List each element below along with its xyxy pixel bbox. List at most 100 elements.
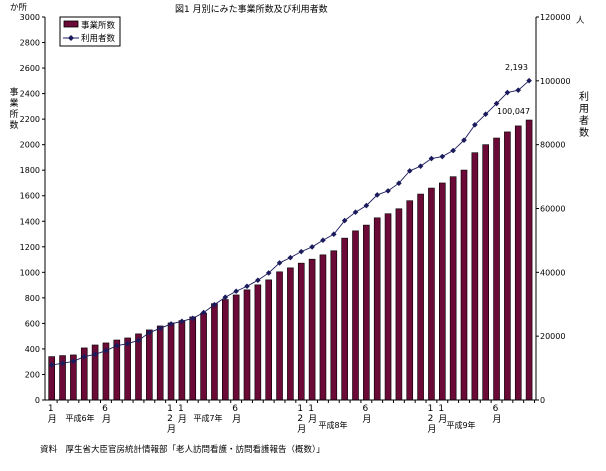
line-point (385, 188, 391, 194)
line-point (504, 89, 511, 96)
left-axis-title-char: 所 (9, 109, 18, 120)
chart-title: 図1 月別にみた事業所数及び利用者数 (175, 3, 328, 15)
bar (146, 329, 153, 401)
bar (482, 144, 490, 401)
line-point (331, 231, 337, 238)
line-point (200, 309, 207, 316)
right-tick-label: 40000 (540, 268, 565, 277)
bar (504, 131, 511, 401)
x-month-label: 12月 (165, 404, 176, 433)
bar (222, 299, 229, 401)
annotation-bar-last: 2,193 (505, 63, 528, 72)
x-year-label: 平成6年 (65, 413, 94, 423)
line-point (244, 283, 250, 290)
line-point (157, 325, 163, 332)
bar (178, 320, 186, 401)
bar (297, 262, 305, 401)
left-tick-label: 3000 (20, 13, 40, 22)
bar (493, 137, 500, 401)
bar (308, 258, 316, 401)
bar (417, 193, 424, 401)
line-point (168, 321, 174, 327)
left-tick-label: 600 (25, 319, 40, 328)
bar (113, 339, 121, 401)
right-axis-title-char: 用 (579, 104, 589, 115)
bar (514, 125, 522, 401)
line-point (114, 342, 120, 349)
line-point (179, 318, 185, 325)
line-point (92, 351, 98, 358)
bar (471, 152, 479, 401)
line-point (48, 362, 55, 368)
line-point (396, 180, 402, 186)
legend-line-label: 利用者数 (81, 33, 116, 44)
bar (319, 254, 327, 401)
left-tick-label: 1400 (20, 217, 40, 226)
bar (254, 284, 262, 401)
right-tick-label: 60000 (540, 205, 565, 214)
right-tick-label: 120000 (540, 13, 571, 22)
left-tick-label: 2000 (20, 141, 40, 150)
right-tick-label: 0 (540, 396, 545, 405)
line-point (472, 122, 478, 128)
left-tick-label: 1600 (20, 192, 40, 201)
right-axis-title-char: 利 (579, 91, 589, 103)
line-point (515, 87, 522, 93)
line-point (493, 100, 500, 107)
line-point (103, 347, 109, 354)
left-tick-label: 2400 (20, 90, 40, 99)
bar (200, 312, 207, 401)
left-unit-label: か所 (10, 2, 28, 13)
line-point (406, 168, 413, 174)
legend-line-marker (68, 35, 74, 41)
left-tick-label: 2600 (20, 64, 40, 73)
right-tick-label: 80000 (540, 141, 565, 150)
line-point (211, 301, 218, 308)
x-month-label: 1月 (306, 404, 317, 423)
bar (373, 217, 381, 401)
left-tick-label: 2200 (20, 115, 40, 124)
bar (525, 119, 533, 401)
line-point (189, 315, 196, 322)
x-month-label: 6月 (490, 404, 501, 423)
line-point (363, 202, 370, 209)
x-month-label: 12月 (295, 404, 306, 433)
left-tick-label: 400 (25, 345, 40, 354)
bar (341, 237, 348, 401)
x-month-label: 6月 (230, 404, 241, 423)
bar (287, 267, 294, 401)
bar (276, 271, 283, 401)
line-point (265, 270, 272, 276)
line-point (428, 155, 435, 162)
bar (265, 279, 273, 401)
left-tick-label: 1200 (20, 243, 40, 252)
bar (189, 316, 197, 401)
line-point (124, 340, 131, 347)
legend-bar-label: 事業所数 (81, 20, 116, 31)
left-tick-label: 2800 (20, 39, 40, 48)
bar (460, 169, 468, 401)
bar (243, 289, 251, 401)
line-point (482, 111, 489, 117)
right-axis-title-char: 数 (579, 126, 589, 139)
bar (124, 337, 131, 401)
right-axis-title: 利用者数 (579, 91, 589, 139)
annotation-line-last: 100,047 (497, 107, 530, 116)
line-point (417, 163, 424, 169)
line-point (309, 244, 315, 250)
bar (211, 303, 218, 401)
line-point (222, 294, 229, 301)
line-point (341, 217, 348, 224)
x-month-label: 6月 (99, 404, 110, 423)
left-axis-title: 事業所数 (9, 86, 18, 131)
left-axis-title-char: 数 (9, 119, 18, 131)
bar (384, 213, 392, 401)
line-point (276, 260, 283, 266)
line-point (450, 147, 456, 154)
left-tick-label: 0 (35, 396, 40, 405)
line-point (233, 288, 239, 295)
line-point (135, 337, 142, 344)
left-tick-label: 1800 (20, 166, 40, 175)
line-point (298, 248, 305, 255)
x-year-label: 平成7年 (193, 413, 222, 423)
